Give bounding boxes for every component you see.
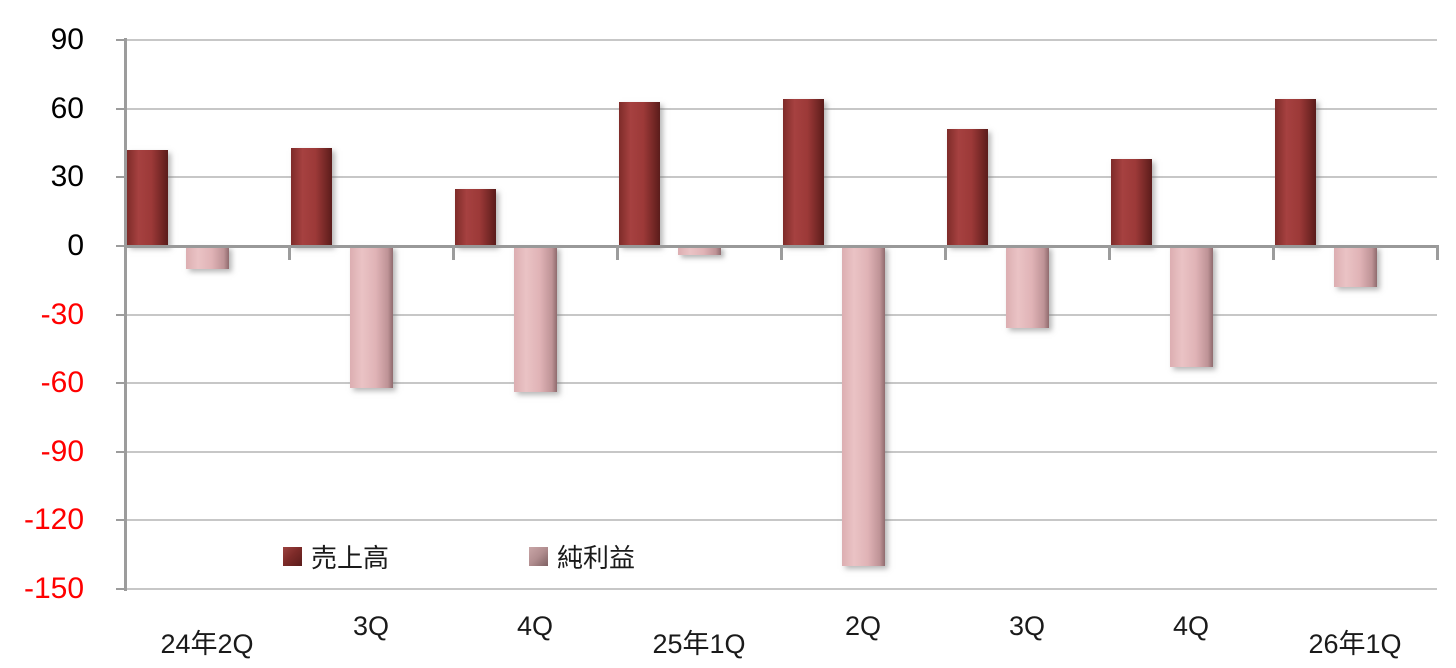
x-axis-category-tick (452, 246, 455, 260)
bar-s1-c7 (1334, 246, 1377, 287)
gridline (125, 176, 1437, 179)
bar-s0-c5 (947, 129, 988, 246)
gridline (125, 313, 1437, 316)
legend-item-net-income: 純利益 (529, 538, 635, 575)
legend-label-net-income: 純利益 (557, 543, 636, 573)
legend-label-sales: 売上高 (311, 543, 390, 573)
y-axis-tick-label: 30 (50, 160, 84, 194)
bar-s0-c3 (619, 102, 660, 246)
y-axis-tick (116, 39, 125, 41)
bar-s0-c1 (291, 148, 332, 246)
legend-swatch-sales-icon (283, 547, 302, 566)
y-axis-line (124, 38, 127, 591)
y-axis-tick-label: 90 (50, 23, 84, 56)
x-axis-category-label: 24年2Q (160, 629, 254, 659)
gridline (125, 450, 1437, 453)
x-axis-category-label: 3Q (352, 611, 390, 641)
x-axis-category-tick (124, 246, 127, 260)
y-axis-tick-label: 60 (50, 91, 84, 125)
y-axis-tick-label: -120 (23, 503, 84, 537)
x-axis-category-label: 4Q (1172, 611, 1210, 641)
bar-s0-c0 (127, 150, 168, 246)
y-axis-tick-label: 0 (67, 228, 84, 262)
y-axis-tick (116, 450, 125, 453)
bar-s1-c1 (350, 246, 393, 388)
x-axis-category-label: 3Q (1008, 611, 1046, 641)
x-axis-category-tick (288, 246, 291, 260)
y-axis-tick (116, 107, 125, 110)
y-axis-tick (116, 176, 125, 179)
gridline (125, 39, 1437, 41)
x-axis-category-tick (1436, 246, 1439, 260)
legend-swatch-net-income-icon (529, 547, 548, 566)
gridline (125, 107, 1437, 110)
y-axis-tick (116, 313, 125, 316)
x-axis-category-tick (1108, 246, 1111, 260)
bar-s0-c6 (1111, 159, 1152, 246)
x-axis-category-tick (944, 246, 947, 260)
y-axis-tick (116, 519, 125, 522)
bar-s0-c7 (1275, 99, 1316, 245)
gridline (125, 588, 1437, 590)
legend-item-sales: 売上高 (283, 538, 389, 575)
y-axis-tick (116, 244, 125, 247)
x-axis-category-tick (780, 246, 783, 260)
bar-s1-c3 (678, 246, 721, 255)
bar-s1-c0 (186, 246, 229, 269)
bar-s1-c5 (1006, 246, 1049, 328)
x-axis-category-tick (1272, 246, 1275, 260)
y-axis-tick-label: -30 (40, 297, 84, 331)
bar-s1-c2 (514, 246, 557, 392)
bar-s0-c4 (783, 99, 824, 245)
y-axis-tick-label: -60 (40, 366, 84, 400)
x-axis-category-label: 4Q (516, 611, 554, 641)
x-axis-category-label: 26年1Q (1308, 629, 1402, 659)
gridline (125, 382, 1437, 385)
x-axis-category-tick (616, 246, 619, 260)
x-axis-category-label: 25年1Q (652, 629, 746, 659)
y-axis-tick-label: -90 (40, 434, 84, 468)
y-axis-tick (116, 382, 125, 385)
y-axis-tick-label: -150 (23, 572, 84, 605)
bar-s1-c6 (1170, 246, 1213, 367)
bar-s0-c2 (455, 189, 496, 246)
y-axis-tick (116, 588, 125, 590)
x-axis-category-label: 2Q (844, 611, 882, 641)
gridline (125, 519, 1437, 522)
bar-s1-c4 (842, 246, 885, 566)
